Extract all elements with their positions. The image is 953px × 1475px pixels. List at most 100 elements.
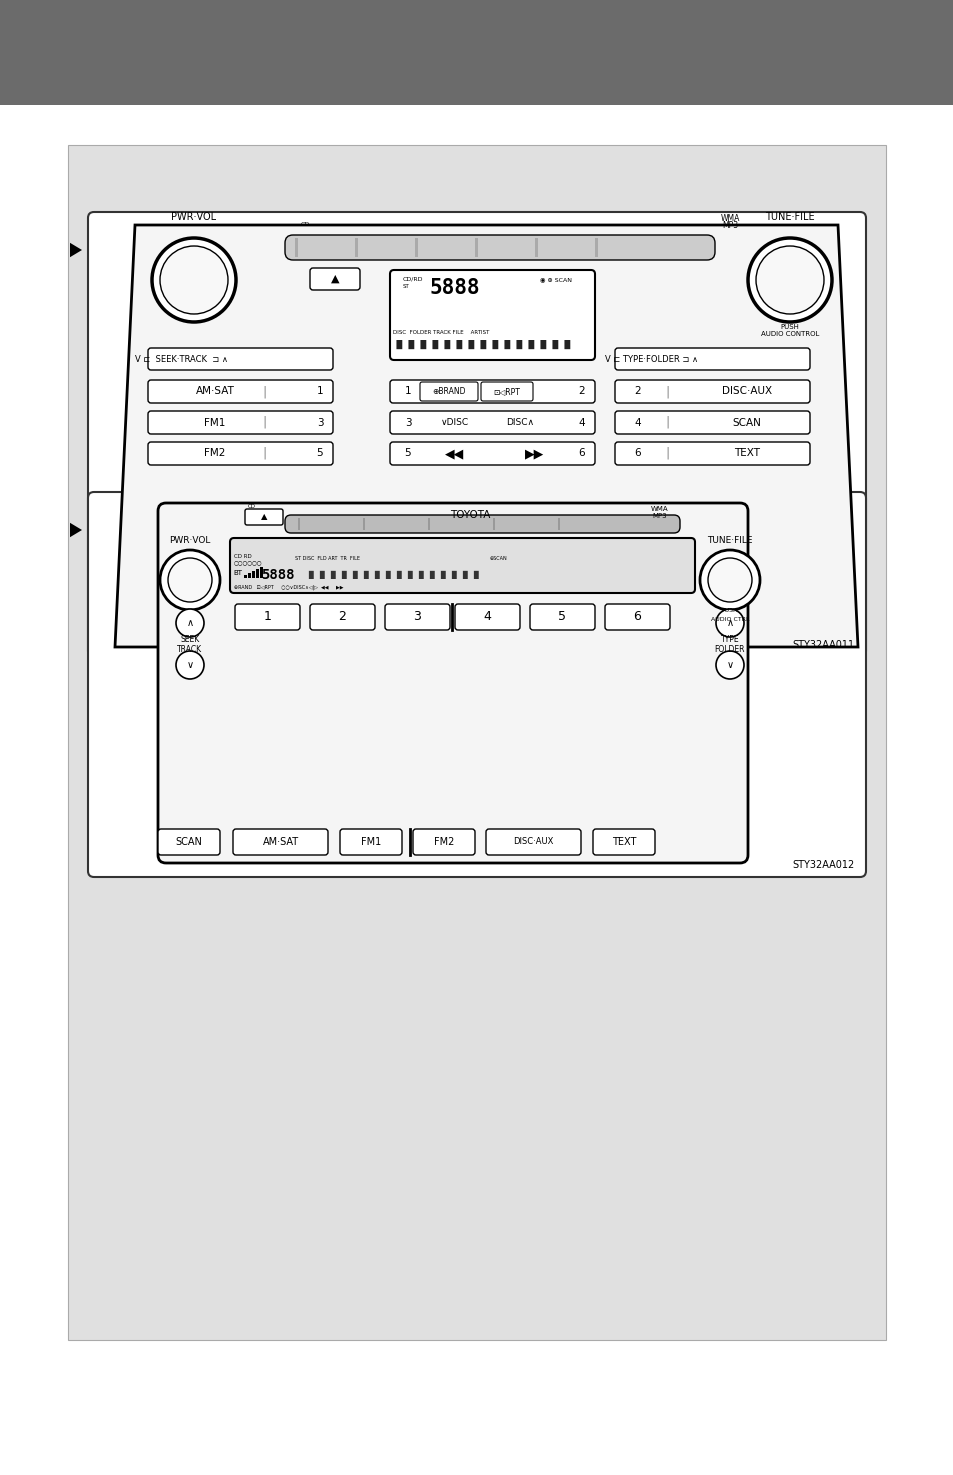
Text: 4: 4 [634,417,640,428]
Bar [363,518,365,530]
Bar [475,237,477,257]
Text: 6: 6 [634,448,640,459]
Bar [255,569,258,578]
Text: ⊕RAND   ⊡◁RPT     ○○∨DISC∧◁|▷  ◀◀     ▶▶: ⊕RAND ⊡◁RPT ○○∨DISC∧◁|▷ ◀◀ ▶▶ [233,584,343,590]
Text: |: | [665,447,669,460]
Text: |: | [263,447,267,460]
FancyBboxPatch shape [604,603,669,630]
Text: ▐▌: ▐▌ [403,571,416,580]
Circle shape [175,650,204,678]
Text: ▐▌: ▐▌ [440,339,455,348]
Text: ▐▌: ▐▌ [429,339,442,348]
FancyBboxPatch shape [148,348,333,370]
Text: DISC∧: DISC∧ [505,417,534,426]
Text: PWR·VOL: PWR·VOL [172,212,216,223]
Text: FM2: FM2 [434,836,454,847]
Text: 1: 1 [404,386,411,397]
Circle shape [160,246,228,314]
Text: ◀◀: ◀◀ [445,447,464,460]
Text: AUDIO CTRL: AUDIO CTRL [710,617,748,622]
Text: TUNE·FILE: TUNE·FILE [706,535,752,544]
Text: SCAN: SCAN [175,836,202,847]
Text: BT: BT [233,569,242,577]
Text: 2: 2 [338,611,346,624]
FancyBboxPatch shape [390,381,595,403]
Circle shape [716,650,743,678]
FancyBboxPatch shape [390,412,595,434]
FancyBboxPatch shape [285,515,679,532]
Text: ▐▌: ▐▌ [416,339,431,348]
Text: ▐▌: ▐▌ [359,571,372,580]
Text: AM·SAT: AM·SAT [195,386,234,397]
Bar [0,0,953,105]
FancyBboxPatch shape [234,603,299,630]
Text: ∨: ∨ [186,659,193,670]
Text: 5888: 5888 [261,568,294,583]
FancyBboxPatch shape [233,829,328,855]
Text: 6: 6 [633,611,640,624]
Text: TUNE·FILE: TUNE·FILE [764,212,814,223]
Text: CD/RD: CD/RD [402,276,423,282]
Text: CD RD: CD RD [233,555,252,559]
Text: ◉ ⊕ SCAN: ◉ ⊕ SCAN [539,277,572,283]
Bar [252,571,254,578]
Bar [297,518,299,530]
FancyBboxPatch shape [419,382,477,401]
Text: ▐▌: ▐▌ [337,571,350,580]
Bar [248,572,251,578]
Circle shape [168,558,212,602]
Text: ▐▌: ▐▌ [464,339,478,348]
FancyBboxPatch shape [158,503,747,863]
Text: 2: 2 [578,386,585,397]
FancyBboxPatch shape [310,603,375,630]
Text: ▐▌: ▐▌ [415,571,426,580]
Text: 5: 5 [316,448,323,459]
Text: ▐▌: ▐▌ [327,571,338,580]
Text: SCAN: SCAN [732,417,760,428]
Bar [558,518,559,530]
Text: 4: 4 [578,417,585,428]
Text: ▲: ▲ [331,274,339,285]
Text: ▐▌: ▐▌ [393,339,406,348]
FancyBboxPatch shape [413,829,475,855]
FancyBboxPatch shape [148,412,333,434]
FancyBboxPatch shape [390,270,595,360]
Text: ○○○○○○: ○○○○○○ [233,560,262,565]
Text: ST DISC  FLD ART  TR  FILE: ST DISC FLD ART TR FILE [294,556,359,562]
FancyBboxPatch shape [158,829,220,855]
Text: ∧: ∧ [186,618,193,628]
Text: ▲: ▲ [260,512,267,522]
Text: 6: 6 [578,448,585,459]
Polygon shape [70,243,82,257]
FancyBboxPatch shape [530,603,595,630]
Text: ∧: ∧ [725,618,733,628]
Text: ⊡◁RPT: ⊡◁RPT [493,386,520,395]
FancyBboxPatch shape [615,348,809,370]
Text: 3: 3 [414,611,421,624]
Text: ▐▌: ▐▌ [381,571,394,580]
FancyBboxPatch shape [88,493,865,878]
FancyBboxPatch shape [88,212,865,656]
FancyBboxPatch shape [615,442,809,465]
Text: STY32AA011: STY32AA011 [792,640,854,650]
Text: ▐▌: ▐▌ [560,339,574,348]
Text: ▐▌: ▐▌ [548,339,562,348]
FancyBboxPatch shape [385,603,450,630]
Text: ST: ST [402,283,410,289]
Text: ⊕BRAND: ⊕BRAND [432,386,465,395]
Text: ▐▌: ▐▌ [476,339,490,348]
FancyBboxPatch shape [310,268,359,291]
FancyBboxPatch shape [390,442,595,465]
Text: ▐▌: ▐▌ [349,571,360,580]
Text: AUDIO CONTROL: AUDIO CONTROL [760,330,819,336]
Circle shape [707,558,751,602]
Text: ▐▌: ▐▌ [426,571,437,580]
Text: V ⊏  SEEK·TRACK  ⊐ ∧: V ⊏ SEEK·TRACK ⊐ ∧ [135,354,229,363]
Text: SEEK: SEEK [180,636,199,645]
FancyBboxPatch shape [615,381,809,403]
Text: ▐▌: ▐▌ [448,571,459,580]
FancyBboxPatch shape [245,509,283,525]
Text: ▐▌: ▐▌ [371,571,382,580]
FancyBboxPatch shape [615,412,809,434]
Text: |: | [665,416,669,429]
